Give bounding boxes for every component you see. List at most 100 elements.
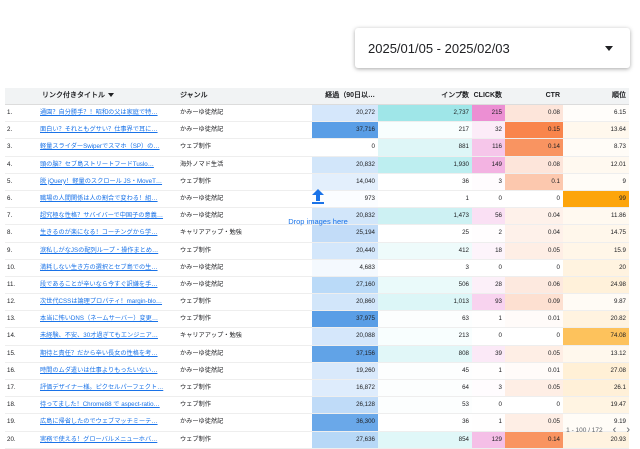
- row-impressions: 1,473: [378, 208, 472, 225]
- row-title-link[interactable]: 通園？自分勝手？！昭和の父は家庭で特…: [40, 109, 158, 116]
- row-impressions: 808: [378, 345, 472, 362]
- row-title-link[interactable]: 満耗しない生き方の選択とセブ島での生…: [40, 263, 158, 271]
- table-row[interactable]: 2. 面白い？それともグサい？仕事界で耳に… かみーゆ徒然記 37,716 217 32 0…: [5, 122, 629, 140]
- row-title-link[interactable]: 面白い？それともグサい？仕事界で耳に…: [40, 126, 158, 134]
- date-range-label: 2025/01/05 - 2025/02/03: [368, 40, 510, 56]
- row-title-link[interactable]: 未経験、不安、30才過ぎてもエンジニア…: [40, 332, 158, 340]
- row-ctr: 0.05: [505, 345, 563, 362]
- column-header-clicks[interactable]: CLICK数: [473, 92, 502, 99]
- row-clicks: 1: [472, 311, 505, 328]
- table-row[interactable]: 9. 涙私しがなJSの配列ループ・操作まとめ… ウェブ制作 20,440 412 18 0.…: [5, 242, 629, 260]
- row-title-link[interactable]: 涙私しがなJSの配列ループ・操作まとめ…: [40, 246, 159, 254]
- table-row[interactable]: 10. 満耗しない生き方の選択とセブ島での生… かみーゆ徒然記 4,683 3 0 0 20: [5, 259, 629, 277]
- date-range-picker[interactable]: 2025/01/05 - 2025/02/03: [355, 28, 630, 68]
- row-genre: かみーゆ徒然記: [180, 263, 224, 271]
- upload-icon: [310, 189, 326, 205]
- table-row[interactable]: 3. 軽量スライダーSwiperでスマホ（SP）の… ウェブ制作 0 881 116 0.1…: [5, 139, 629, 157]
- table-row[interactable]: 4. 頭の脳？セブ島ストリートフードTuslo… 海外ノマド生活 20,832 1,93…: [5, 156, 629, 174]
- row-genre: ウェブ制作: [180, 401, 211, 409]
- row-impressions: 63: [378, 311, 472, 328]
- row-index: 8.: [7, 229, 13, 237]
- table-row[interactable]: 15. 期待と責任？だから辛い長女の性格を考… かみーゆ徒然記 37,156 808 39…: [5, 345, 629, 363]
- row-title-link[interactable]: 脱 jQuery！軽量のスクロール JS・MoveT…: [40, 177, 163, 185]
- row-impressions: 2,737: [378, 105, 472, 122]
- row-index: 1.: [7, 109, 13, 116]
- row-rank: 8.73: [563, 139, 629, 156]
- table-row[interactable]: 18. 待ってました！Chrome88 で aspect-ratio… ウェブ制作 2…: [5, 397, 629, 415]
- table-row[interactable]: 5. 脱 jQuery！軽量のスクロール JS・MoveT… ウェブ制作 14,040…: [5, 173, 629, 191]
- row-index: 17.: [7, 384, 16, 391]
- row-title-link[interactable]: 広島に帰省したのでウェブマッチミーテ…: [40, 418, 158, 426]
- table-row[interactable]: 14. 未経験、不安、30才過ぎてもエンジニア… キャリアアップ・勉強 20,088 2…: [5, 328, 629, 346]
- row-impressions: 36: [378, 173, 472, 190]
- row-genre: かみーゆ徒然記: [180, 418, 224, 426]
- row-clicks: 215: [472, 105, 505, 122]
- row-title-link[interactable]: 軽量スライダーSwiperでスマホ（SP）の…: [40, 143, 160, 151]
- row-rank: 13.64: [563, 122, 629, 139]
- table-row[interactable]: 16. 時間のムダ遣いは仕事よりもったいない… かみーゆ徒然記 19,260 45 1 0.…: [5, 362, 629, 380]
- row-index: 13.: [7, 315, 16, 323]
- row-impressions: 1,013: [378, 294, 472, 311]
- row-ctr: 0.06: [505, 276, 563, 294]
- next-page-button[interactable]: ›: [626, 424, 630, 436]
- row-clicks: 28: [472, 276, 505, 294]
- row-ctr: 0.05: [505, 380, 563, 397]
- row-clicks: 149: [472, 156, 505, 173]
- row-elapsed: 20,088: [312, 328, 378, 345]
- table-row[interactable]: 8. 生きるのが楽になる！コーチングから学… キャリアアップ・勉強 25,194 25 2…: [5, 225, 629, 243]
- row-clicks: 0: [472, 397, 505, 414]
- row-title-link[interactable]: 本当に怖いDNS（ネームサーバー）変更…: [40, 315, 159, 323]
- row-ctr: 0.05: [505, 242, 563, 259]
- row-ctr: 0: [505, 328, 563, 345]
- sort-desc-icon: [108, 93, 114, 98]
- row-impressions: 412: [378, 242, 472, 259]
- table-row[interactable]: 13. 本当に怖いDNS（ネームサーバー）変更… ウェブ制作 37,975 63 1 0.0…: [5, 311, 629, 329]
- row-ctr: 0.01: [505, 362, 563, 379]
- column-header-title[interactable]: リンク付きタイトル: [40, 88, 180, 104]
- column-header-genre[interactable]: ジャンル: [180, 92, 208, 99]
- row-rank: 99: [563, 190, 629, 208]
- row-clicks: 32: [472, 122, 505, 139]
- drop-images-overlay[interactable]: Drop images here: [282, 189, 354, 226]
- table-row[interactable]: 20. 実務で使える！グローバルメニューホバ… ウェブ制作 27,636 854 129 0…: [5, 431, 629, 449]
- row-title-link[interactable]: 次世代CSSは論理プロパティ！margin-blo…: [40, 298, 163, 306]
- table-row[interactable]: 12. 次世代CSSは論理プロパティ！margin-blo… ウェブ制作 20,860…: [5, 294, 629, 312]
- row-ctr: 0: [505, 397, 563, 414]
- table-row[interactable]: 11. 段であることが辛いなら今すぐ訳嫌を手… かみーゆ徒然記 27,160 506 28…: [5, 276, 629, 295]
- prev-page-button[interactable]: ‹: [612, 424, 617, 436]
- row-title-link[interactable]: 評価デザイナー様。ピクセルパーフェクト…: [40, 384, 164, 391]
- row-index: 14.: [7, 332, 16, 340]
- row-title-link[interactable]: 職場の人間関係は人の割合で変わる！組…: [40, 194, 158, 202]
- row-elapsed: 37,716: [312, 122, 378, 139]
- row-genre: キャリアアップ・勉強: [180, 229, 242, 237]
- row-ctr: 0.14: [505, 431, 563, 448]
- row-title-link[interactable]: 段であることが辛いなら今すぐ訳嫌を手…: [40, 280, 158, 288]
- row-ctr: 0.1: [505, 173, 563, 190]
- row-title-link[interactable]: 超究極な性格？サバイバーで中国子の意義…: [40, 212, 164, 220]
- column-header-ctr[interactable]: CTR: [545, 92, 560, 99]
- column-header-rank[interactable]: 順位: [612, 92, 626, 99]
- row-title-link[interactable]: 実務で使える！グローバルメニューホバ…: [40, 435, 158, 443]
- row-clicks: 1: [472, 414, 505, 431]
- row-clicks: 1: [472, 362, 505, 379]
- row-rank: 9.87: [563, 294, 629, 311]
- table-header: リンク付きタイトル ジャンル 経過（90日以… インプ数 CLICK数 CTR …: [5, 88, 629, 105]
- table-row[interactable]: 17. 評価デザイナー様。ピクセルパーフェクト… ウェブ制作 16,872 64 3 0.0…: [5, 380, 629, 398]
- column-header-impressions[interactable]: インプ数: [441, 92, 469, 99]
- table-row[interactable]: 1. 通園？自分勝手？！昭和の父は家庭で特… かみーゆ徒然記 20,272 2,737 2…: [5, 105, 629, 123]
- table-row[interactable]: 19. 広島に帰省したのでウェブマッチミーテ… かみーゆ徒然記 36,300 36 1 0.…: [5, 414, 629, 432]
- row-clicks: 0: [472, 259, 505, 276]
- row-title-link[interactable]: 時間のムダ遣いは仕事よりもったいない…: [40, 366, 158, 374]
- row-rank: 26.1: [563, 380, 629, 397]
- row-title-link[interactable]: 頭の脳？セブ島ストリートフードTuslo…: [40, 160, 154, 168]
- row-genre: ウェブ制作: [180, 384, 211, 391]
- row-index: 19.: [7, 418, 16, 426]
- row-title-link[interactable]: 生きるのが楽になる！コーチングから学…: [40, 229, 158, 237]
- column-header-elapsed[interactable]: 経過（90日以…: [325, 92, 375, 99]
- table-row[interactable]: 6. 職場の人間関係は人の割合で変わる！組… かみーゆ徒然記 973 1 0 0 99: [5, 190, 629, 209]
- row-genre: ウェブ制作: [180, 246, 211, 254]
- row-title-link[interactable]: 期待と責任？だから辛い長女の性格を考…: [40, 349, 158, 357]
- table-row[interactable]: 7. 超究極な性格？サバイバーで中国子の意義… かみーゆ徒然記 20,832 1,473…: [5, 208, 629, 226]
- row-genre: かみーゆ徒然記: [180, 109, 224, 116]
- row-title-link[interactable]: 待ってました！Chrome88 で aspect-ratio…: [40, 401, 160, 409]
